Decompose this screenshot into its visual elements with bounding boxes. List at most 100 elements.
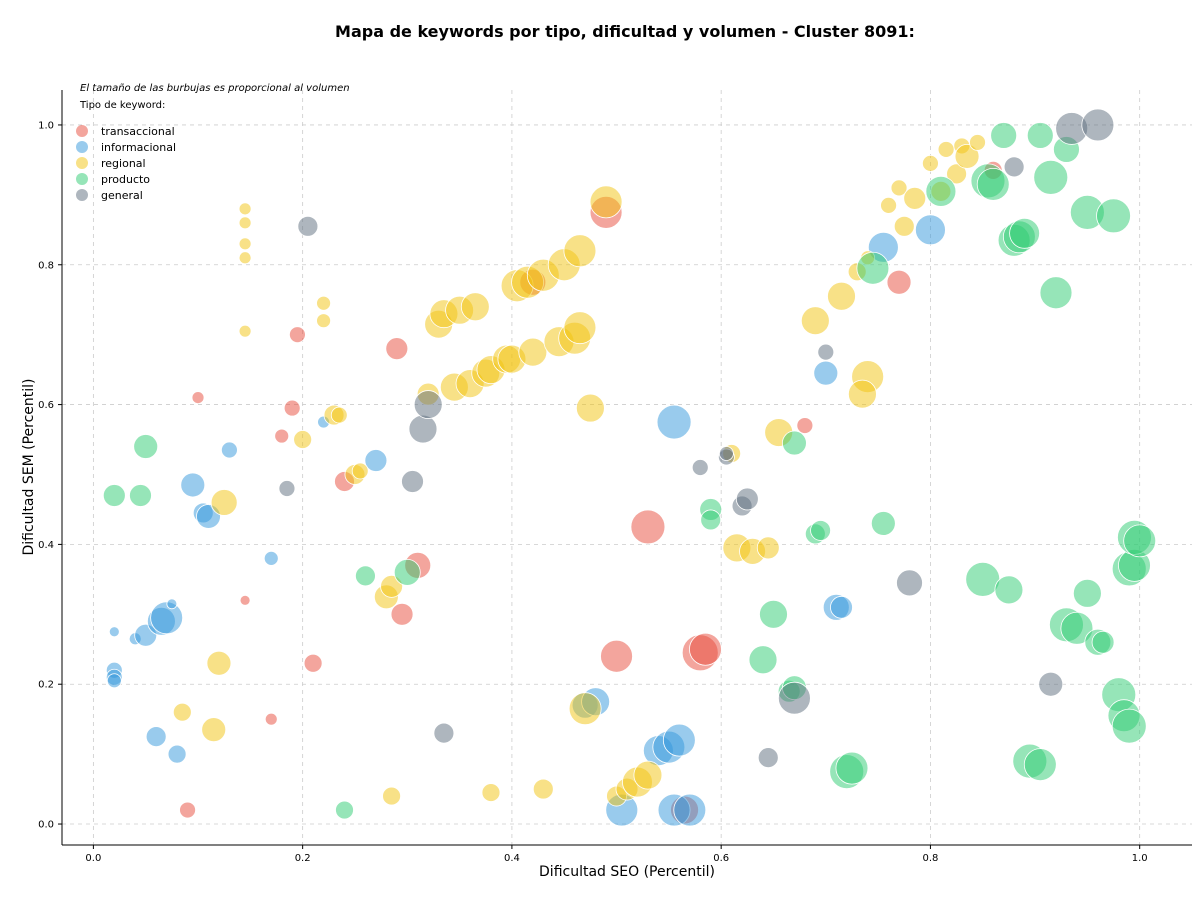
bubble-producto bbox=[1009, 217, 1040, 249]
bubble-transaccional bbox=[289, 326, 306, 344]
bubble-general bbox=[896, 569, 923, 597]
bubble-regional bbox=[316, 313, 331, 329]
bubble-informacional bbox=[813, 360, 839, 386]
bubble-regional bbox=[954, 144, 980, 169]
bubble-producto bbox=[393, 558, 421, 586]
bubble-informacional bbox=[166, 598, 178, 610]
bubble-regional bbox=[351, 462, 369, 480]
series-general bbox=[278, 108, 1115, 769]
x-axis-label: Dificultad SEO (Percentil) bbox=[539, 864, 715, 880]
bubble-general bbox=[1003, 156, 1025, 178]
bubble-layer bbox=[102, 108, 1157, 827]
bubble-producto bbox=[1111, 708, 1147, 744]
bubble-regional bbox=[937, 141, 955, 158]
bubble-informacional bbox=[662, 723, 696, 757]
chart-title: Mapa de keywords por tipo, dificultad y … bbox=[335, 22, 915, 41]
bubble-transaccional bbox=[239, 594, 251, 606]
legend-label-regional: regional bbox=[101, 157, 146, 170]
bubble-producto bbox=[1033, 159, 1069, 195]
bubble-producto bbox=[835, 751, 869, 785]
y-tick-label: 0.0 bbox=[38, 820, 54, 831]
bubble-producto bbox=[1091, 630, 1115, 654]
bubble-producto bbox=[990, 122, 1018, 149]
bubble-general bbox=[413, 390, 443, 419]
bubble-informacional bbox=[830, 595, 853, 619]
bubble-regional bbox=[946, 163, 967, 185]
bubble-regional bbox=[238, 251, 252, 265]
bubble-transaccional bbox=[179, 801, 196, 819]
bubble-general bbox=[757, 747, 779, 769]
bubble-producto bbox=[700, 509, 722, 531]
bubble-informacional bbox=[106, 673, 122, 689]
bubble-regional bbox=[800, 306, 830, 336]
bubble-regional bbox=[922, 155, 939, 172]
bubble-general bbox=[817, 343, 835, 361]
bubble-producto bbox=[782, 430, 807, 456]
bubble-general bbox=[735, 487, 759, 511]
bubble-regional bbox=[172, 702, 192, 722]
bubble-regional bbox=[575, 393, 605, 423]
bubble-transaccional bbox=[689, 632, 722, 666]
bubble-informacional bbox=[150, 601, 184, 635]
x-ticks: 0.0 0.2 0.4 0.6 0.8 1.0 bbox=[85, 845, 1148, 864]
bubble-regional bbox=[238, 216, 252, 230]
bubble-producto bbox=[1023, 748, 1057, 782]
x-tick-label: 1.0 bbox=[1132, 853, 1148, 864]
bubble-general bbox=[1081, 108, 1115, 142]
bubble-producto bbox=[1039, 276, 1073, 310]
bubble-regional bbox=[210, 489, 238, 516]
legend-marker-transaccional bbox=[76, 125, 88, 137]
bubble-producto bbox=[810, 520, 831, 541]
y-ticks: 0.0 0.2 0.4 0.6 0.8 1.0 bbox=[38, 120, 62, 831]
series-producto bbox=[102, 122, 1157, 820]
legend-label-transaccional: transaccional bbox=[101, 125, 175, 138]
bubble-transaccional bbox=[390, 602, 414, 626]
y-tick-label: 0.4 bbox=[38, 540, 54, 551]
legend-label-informacional: informacional bbox=[101, 141, 176, 154]
x-tick-label: 0.0 bbox=[85, 853, 101, 864]
bubble-general bbox=[401, 470, 424, 493]
bubble-informacional bbox=[364, 449, 388, 472]
x-tick-label: 0.4 bbox=[504, 853, 520, 864]
bubble-regional bbox=[481, 783, 501, 802]
bubble-producto bbox=[1072, 578, 1102, 608]
bubble-regional bbox=[316, 295, 331, 311]
bubble-size-note: El tamaño de las burbujas es proporciona… bbox=[80, 83, 350, 94]
legend: transaccional informacional regional produc… bbox=[76, 125, 176, 202]
bubble-regional bbox=[568, 692, 602, 726]
y-tick-label: 0.2 bbox=[38, 680, 54, 691]
x-tick-label: 0.6 bbox=[713, 853, 729, 864]
axes bbox=[61, 90, 1192, 846]
bubble-transaccional bbox=[796, 417, 814, 434]
bubble-general bbox=[278, 480, 296, 497]
x-tick-label: 0.8 bbox=[922, 853, 938, 864]
y-axis-label: Dificultad SEM (Percentil) bbox=[21, 379, 37, 556]
bubble-regional bbox=[589, 185, 623, 219]
bubble-regional bbox=[293, 430, 313, 449]
bubble-regional bbox=[238, 202, 252, 216]
bubble-informacional bbox=[263, 550, 279, 566]
bubble-producto bbox=[133, 434, 159, 459]
legend-marker-producto bbox=[76, 173, 88, 185]
bubble-producto bbox=[994, 575, 1024, 605]
bubble-regional bbox=[238, 324, 252, 338]
bubble-transaccional bbox=[886, 269, 912, 295]
bubble-regional bbox=[518, 337, 548, 367]
bubble-regional bbox=[890, 179, 908, 197]
bubble-regional bbox=[201, 717, 227, 743]
bubble-general bbox=[408, 414, 438, 444]
bubble-producto bbox=[856, 251, 890, 285]
bubble-informacional bbox=[180, 472, 206, 498]
bubble-regional bbox=[382, 786, 401, 806]
x-tick-label: 0.2 bbox=[295, 853, 311, 864]
bubble-producto bbox=[1123, 524, 1157, 558]
bubble-producto bbox=[748, 645, 778, 675]
bubble-regional bbox=[827, 281, 856, 311]
bubble-general bbox=[691, 459, 709, 476]
legend-title: Tipo de keyword: bbox=[79, 100, 165, 111]
bubble-producto bbox=[102, 484, 126, 507]
bubble-transaccional bbox=[303, 653, 323, 673]
bubble-regional bbox=[848, 379, 877, 409]
